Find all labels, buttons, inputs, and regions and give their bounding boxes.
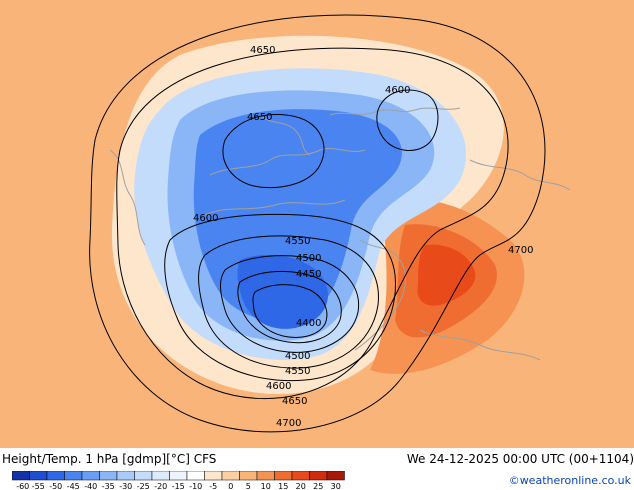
weather-map: 4650 4600 4650 4600 4550 4500 4450 4400 4500 4550… [0, 0, 634, 448]
colorbar-tick-label: -55 [32, 482, 45, 490]
colorbar-swatch [239, 471, 258, 481]
contour-label-4500-bottom: 4500 [285, 351, 310, 362]
contour-label-4400-center: 4400 [296, 318, 321, 329]
colorbar-swatch [309, 471, 328, 481]
contour-4650-west-low [222, 113, 325, 189]
colorbar-swatch [186, 471, 205, 481]
contour-4700-outer [89, 14, 546, 433]
colorbar-swatch [256, 471, 275, 481]
contour-label-4600-bottom: 4600 [266, 381, 291, 392]
valid-time: We 24-12-2025 00:00 UTC (00+1104) [406, 452, 634, 466]
contour-label-4600-northeast: 4600 [385, 85, 410, 96]
colorbar-tick-label: -10 [189, 482, 202, 490]
colorbar-swatch [116, 471, 135, 481]
temperature-zone-hottest-east [417, 244, 476, 306]
contour-label-4700-bottom: 4700 [276, 418, 301, 429]
colorbar-swatch [221, 471, 240, 481]
contour-4650-outer [116, 47, 509, 400]
product-title: Height/Temp. 1 hPa [gdmp][°C] CFS [2, 452, 217, 466]
colorbar-tick-label: 30 [331, 482, 341, 490]
colorbar-swatch [29, 471, 48, 481]
colorbar-tick-label: -30 [119, 482, 132, 490]
colorbar-swatch [169, 471, 188, 481]
height-temp-map-canvas: 4650 4600 4650 4600 4550 4500 4450 4400 4500 4550… [0, 0, 634, 448]
colorbar-tick-label: -35 [102, 482, 115, 490]
colorbar-swatch [12, 471, 30, 481]
colorbar-swatch [326, 471, 345, 481]
coastlines [109, 107, 571, 361]
contour-4600-northeast [376, 89, 439, 151]
contour-label-4650-north: 4650 [250, 45, 275, 56]
colorbar-swatch [274, 471, 293, 481]
colorbar-tick-label: -45 [67, 482, 80, 490]
colorbar-swatch [64, 471, 83, 481]
map-footer: Height/Temp. 1 hPa [gdmp][°C] CFS We 24-… [0, 448, 634, 490]
colorbar-tick-label: -60 [16, 482, 29, 490]
colorbar-tick-label: 15 [278, 482, 288, 490]
colorbar-tick-label: 25 [313, 482, 323, 490]
colorbar-tick-label: -40 [84, 482, 97, 490]
colorbar-swatch [204, 471, 223, 481]
colorbar-swatch [134, 471, 153, 481]
contour-label-4500-top: 4500 [296, 253, 321, 264]
colorbar-tick-label: 0 [228, 482, 233, 490]
contour-labels: 4650 4600 4650 4600 4550 4500 4450 4400 4500 4550… [193, 45, 533, 429]
contour-label-4600-west: 4600 [193, 213, 218, 224]
colorbar-tick-label: -50 [49, 482, 62, 490]
colorbar-swatch [46, 471, 65, 481]
contour-label-4650-bottom: 4650 [282, 396, 307, 407]
contour-4500 [220, 255, 360, 353]
colorbar-tick-label: 10 [261, 482, 271, 490]
contour-4550 [198, 235, 379, 369]
colorbar-tick-label: -5 [209, 482, 217, 490]
colorbar-swatch [81, 471, 100, 481]
colorbar-tick-label: -15 [172, 482, 185, 490]
colorbar-tick-label: -20 [154, 482, 167, 490]
colorbar-swatch [291, 471, 310, 481]
contour-label-4700-east: 4700 [508, 245, 533, 256]
contour-label-4550-top: 4550 [285, 236, 310, 247]
contour-label-4550-bottom: 4550 [285, 366, 310, 377]
contour-4600 [164, 213, 396, 382]
colorbar-swatch [99, 471, 118, 481]
colorbar-swatch [151, 471, 170, 481]
contour-4450 [237, 270, 342, 344]
contour-4400 [252, 284, 328, 338]
colorbar-tick-label: 5 [246, 482, 251, 490]
temperature-colorbar: -60 -55 -50 -45 -40 -35 -30 -25 -20 -15 -10 -5 0 5 10 1… [12, 471, 345, 490]
contour-label-4650-west-low: 4650 [247, 112, 272, 123]
credit-link[interactable]: ©weatheronline.co.uk [508, 474, 631, 487]
geopotential-contours [89, 14, 546, 433]
colorbar-tick-label: 20 [296, 482, 306, 490]
contour-label-4450-top: 4450 [296, 269, 321, 280]
colorbar-tick-label: -25 [137, 482, 150, 490]
